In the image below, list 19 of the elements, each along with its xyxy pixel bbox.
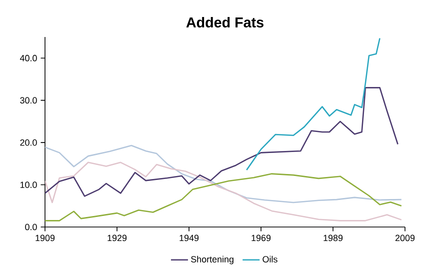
line-series <box>45 144 402 204</box>
y-tick-label: 40.0 <box>20 54 37 62</box>
chart-title: Added Fats <box>186 16 264 28</box>
line-series <box>246 38 380 171</box>
y-tick-label: 0.0 <box>25 224 37 230</box>
x-tick-label: 1909 <box>36 234 55 242</box>
y-tick-label: 30.0 <box>20 97 37 104</box>
line-series <box>45 173 402 222</box>
y-tick-label: 20.0 <box>20 139 37 146</box>
y-tick-label: 10.0 <box>20 182 37 188</box>
x-tick-label: 1949 <box>180 234 199 242</box>
x-tick-label: 1989 <box>324 234 343 242</box>
line-series <box>45 87 398 197</box>
x-tick-label: 1929 <box>108 234 127 242</box>
x-tick-label: 1969 <box>252 234 271 242</box>
legend-label: Oils <box>262 256 278 262</box>
legend-label: Shortening <box>191 256 234 264</box>
x-tick-label: 2009 <box>395 234 415 242</box>
line-series <box>45 162 402 222</box>
